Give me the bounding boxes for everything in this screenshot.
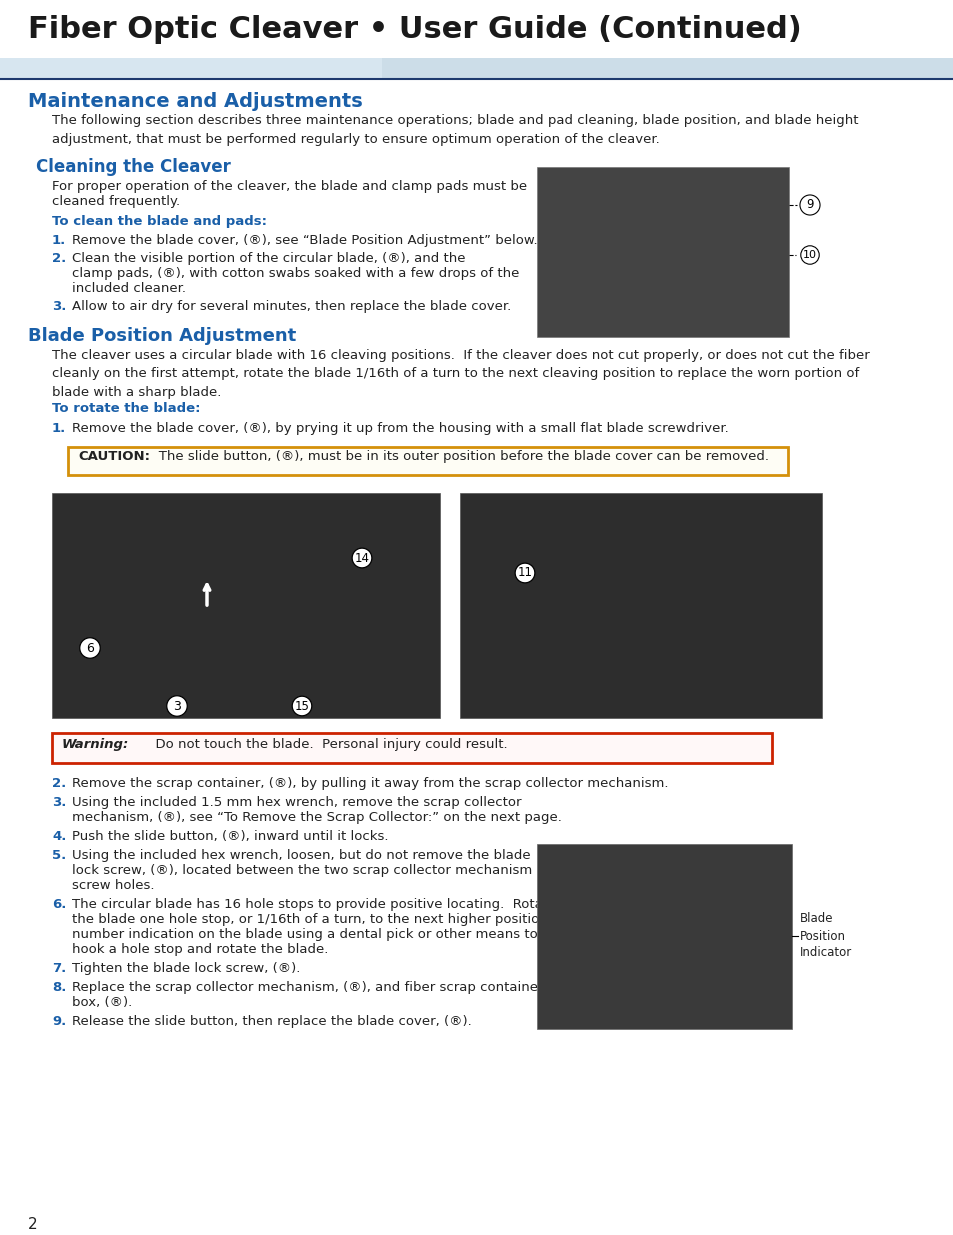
Text: the blade one hole stop, or 1/16th of a turn, to the next higher position: the blade one hole stop, or 1/16th of a … xyxy=(71,913,547,926)
Text: 2.: 2. xyxy=(52,252,66,266)
Text: screw holes.: screw holes. xyxy=(71,879,154,892)
Text: Warning:: Warning: xyxy=(62,739,129,751)
Bar xyxy=(0,58,381,78)
Bar xyxy=(0,58,953,78)
Text: 3: 3 xyxy=(172,699,181,713)
Text: 9: 9 xyxy=(805,199,813,211)
Text: Blade Position Adjustment: Blade Position Adjustment xyxy=(28,327,296,345)
Text: Tighten the blade lock screw, (®).: Tighten the blade lock screw, (®). xyxy=(71,962,300,974)
Text: To clean the blade and pads:: To clean the blade and pads: xyxy=(52,215,267,228)
Text: 9.: 9. xyxy=(52,1015,66,1028)
Text: clamp pads, (®), with cotton swabs soaked with a few drops of the: clamp pads, (®), with cotton swabs soake… xyxy=(71,267,518,280)
Text: 3.: 3. xyxy=(52,300,67,312)
Text: The slide button, (®), must be in its outer position before the blade cover can : The slide button, (®), must be in its ou… xyxy=(146,450,768,463)
Text: 11: 11 xyxy=(517,567,532,579)
Text: included cleaner.: included cleaner. xyxy=(71,282,186,295)
Text: Replace the scrap collector mechanism, (®), and fiber scrap container: Replace the scrap collector mechanism, (… xyxy=(71,981,543,994)
Bar xyxy=(537,167,788,337)
Text: number indication on the blade using a dental pick or other means to: number indication on the blade using a d… xyxy=(71,927,537,941)
Text: cleaned frequently.: cleaned frequently. xyxy=(52,195,180,207)
Text: lock screw, (®), located between the two scrap collector mechanism: lock screw, (®), located between the two… xyxy=(71,864,532,877)
Bar xyxy=(459,493,821,718)
Text: Using the included hex wrench, loosen, but do not remove the blade: Using the included hex wrench, loosen, b… xyxy=(71,848,530,862)
Text: 1.: 1. xyxy=(52,422,66,435)
Text: Allow to air dry for several minutes, then replace the blade cover.: Allow to air dry for several minutes, th… xyxy=(71,300,511,312)
Text: Cleaning the Cleaver: Cleaning the Cleaver xyxy=(36,158,231,177)
Text: The circular blade has 16 hole stops to provide positive locating.  Rotate: The circular blade has 16 hole stops to … xyxy=(71,898,556,911)
Text: hook a hole stop and rotate the blade.: hook a hole stop and rotate the blade. xyxy=(71,944,328,956)
Text: 6.: 6. xyxy=(52,898,67,911)
Text: 5.: 5. xyxy=(52,848,66,862)
Text: Using the included 1.5 mm hex wrench, remove the scrap collector: Using the included 1.5 mm hex wrench, re… xyxy=(71,797,521,809)
Bar xyxy=(68,447,787,475)
Text: For proper operation of the cleaver, the blade and clamp pads must be: For proper operation of the cleaver, the… xyxy=(52,180,527,193)
Text: To rotate the blade:: To rotate the blade: xyxy=(52,403,200,415)
Text: 15: 15 xyxy=(294,699,309,713)
Text: 3.: 3. xyxy=(52,797,67,809)
Text: 2.: 2. xyxy=(52,777,66,790)
Text: Blade
Position
Indicator: Blade Position Indicator xyxy=(800,913,851,960)
Text: 10: 10 xyxy=(802,249,816,261)
Text: box, (®).: box, (®). xyxy=(71,995,132,1009)
Text: Remove the blade cover, (®), by prying it up from the housing with a small flat : Remove the blade cover, (®), by prying i… xyxy=(71,422,728,435)
Text: 2: 2 xyxy=(28,1216,37,1233)
Text: 4.: 4. xyxy=(52,830,67,844)
Text: Push the slide button, (®), inward until it locks.: Push the slide button, (®), inward until… xyxy=(71,830,388,844)
Text: Clean the visible portion of the circular blade, (®), and the: Clean the visible portion of the circula… xyxy=(71,252,465,266)
Text: Remove the blade cover, (®), see “Blade Position Adjustment” below.: Remove the blade cover, (®), see “Blade … xyxy=(71,233,537,247)
Text: Do not touch the blade.  Personal injury could result.: Do not touch the blade. Personal injury … xyxy=(130,739,507,751)
Text: Fiber Optic Cleaver • User Guide (Continued): Fiber Optic Cleaver • User Guide (Contin… xyxy=(28,15,801,44)
Text: 1.: 1. xyxy=(52,233,66,247)
Text: The following section describes three maintenance operations; blade and pad clea: The following section describes three ma… xyxy=(52,114,858,146)
Text: 7.: 7. xyxy=(52,962,66,974)
Text: Remove the scrap container, (®), by pulling it away from the scrap collector mec: Remove the scrap container, (®), by pull… xyxy=(71,777,668,790)
Bar xyxy=(52,493,439,718)
Text: 8.: 8. xyxy=(52,981,67,994)
Text: Release the slide button, then replace the blade cover, (®).: Release the slide button, then replace t… xyxy=(71,1015,471,1028)
Text: The cleaver uses a circular blade with 16 cleaving positions.  If the cleaver do: The cleaver uses a circular blade with 1… xyxy=(52,350,869,399)
Bar xyxy=(537,844,791,1029)
Text: Maintenance and Adjustments: Maintenance and Adjustments xyxy=(28,91,362,111)
Text: CAUTION:: CAUTION: xyxy=(78,450,150,463)
Text: mechanism, (®), see “To Remove the Scrap Collector:” on the next page.: mechanism, (®), see “To Remove the Scrap… xyxy=(71,811,561,824)
Bar xyxy=(52,734,771,763)
Text: 6: 6 xyxy=(86,641,93,655)
Text: 14: 14 xyxy=(355,552,369,564)
